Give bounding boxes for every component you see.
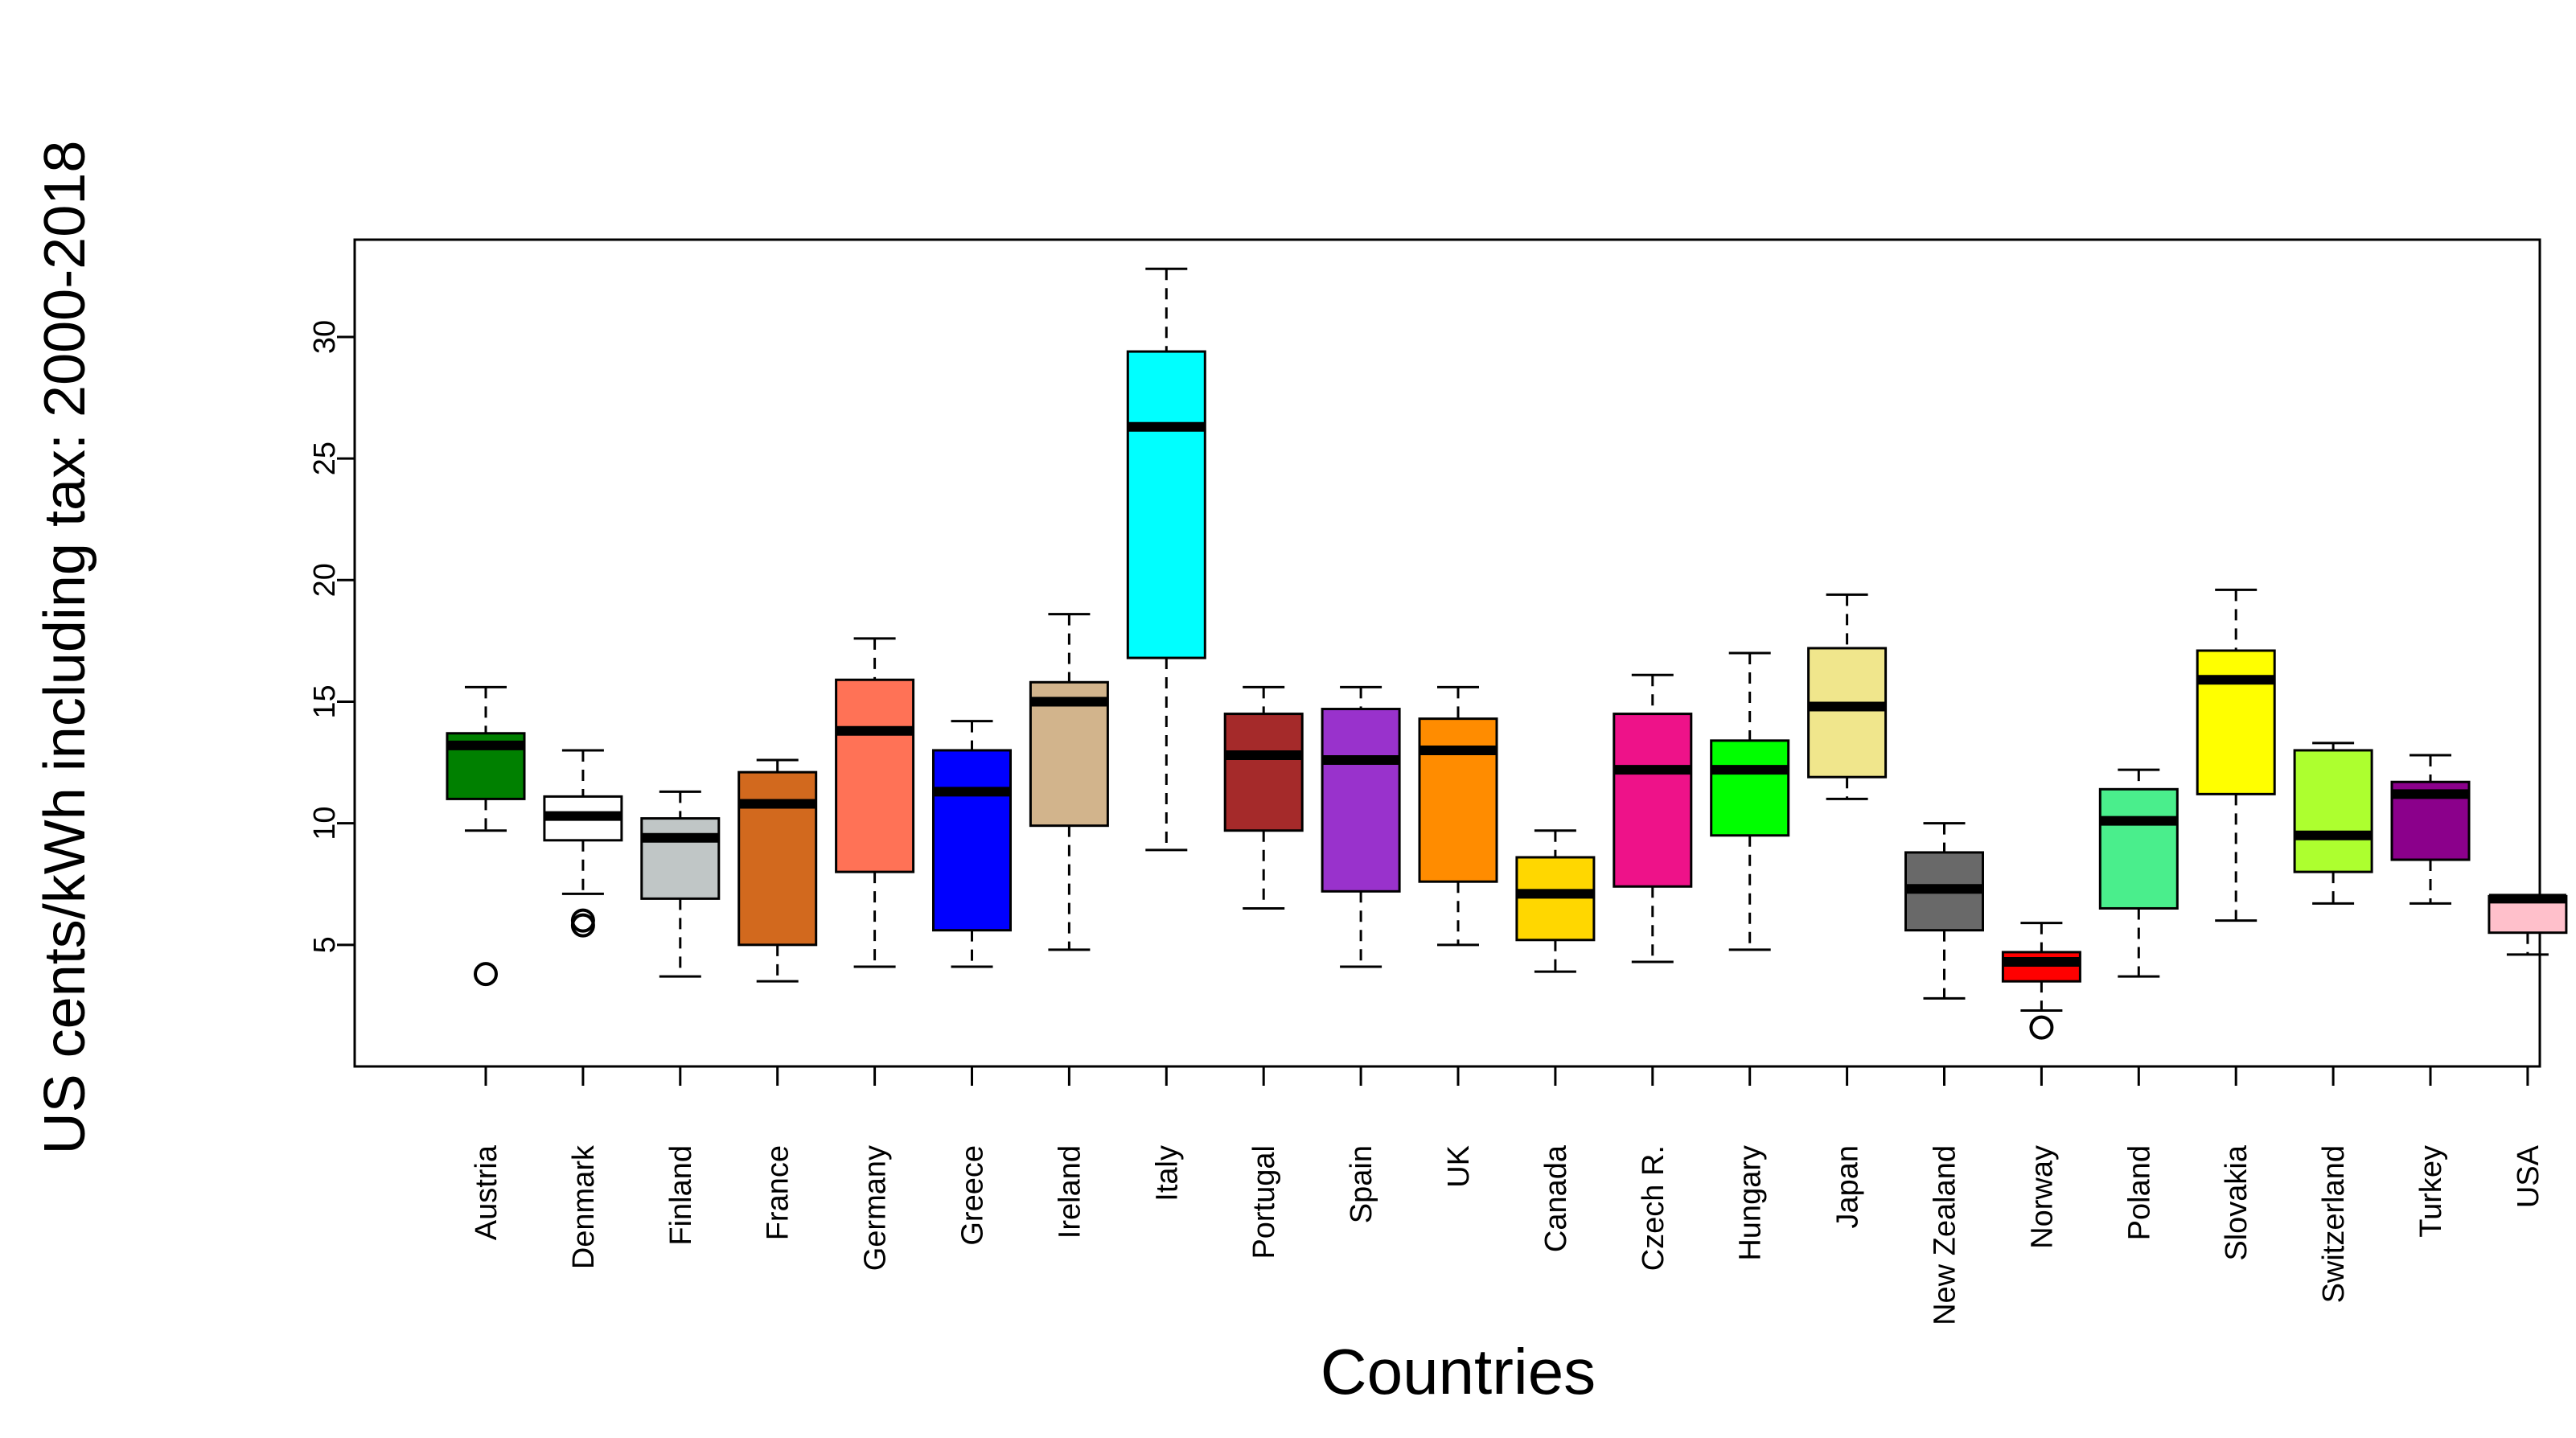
y-tick-label: 20 (308, 563, 342, 597)
category-label: New Zealand (1929, 1145, 1962, 1325)
box-germany (835, 678, 915, 873)
category-label: Greece (956, 1145, 990, 1246)
category-label: Switzerland (2317, 1145, 2351, 1303)
box-italy (1126, 350, 1206, 659)
box-poland (2098, 787, 2179, 910)
box-slovakia (2196, 649, 2276, 795)
y-tick-label: 15 (308, 684, 342, 718)
category-label: Italy (1150, 1145, 1184, 1202)
category-label: USA (2512, 1144, 2545, 1208)
box-finland (640, 817, 721, 900)
category-label: France (762, 1145, 795, 1240)
y-tick-label: 10 (308, 807, 342, 840)
category-label: Finland (664, 1145, 698, 1246)
box-czech-r- (1613, 713, 1693, 888)
category-label: Czech R. (1637, 1145, 1670, 1271)
box-uk (1418, 717, 1498, 883)
category-label: Germany (859, 1145, 893, 1271)
category-label: Japan (1831, 1145, 1865, 1229)
box-norway (2001, 951, 2081, 983)
y-tick-label: 5 (308, 936, 342, 953)
plot-frame (353, 238, 2541, 1068)
box-portugal (1223, 713, 1304, 832)
box-spain (1321, 708, 1401, 893)
outlier-point (474, 962, 498, 987)
category-label: UK (1442, 1145, 1476, 1188)
category-label: Portugal (1247, 1145, 1281, 1259)
category-label: Slovakia (2220, 1144, 2253, 1260)
plot-area: 5 10 15 20 25 30 Austria Denmark Finland France Ge… (308, 238, 2568, 1325)
y-tick-label: 30 (308, 320, 342, 354)
y-tick-label: 25 (308, 442, 342, 475)
category-label: Austria (470, 1144, 503, 1240)
box-japan (1807, 647, 1888, 779)
outlier-point (2029, 1015, 2054, 1040)
category-label: Poland (2122, 1145, 2156, 1240)
x-axis-title: Countries (1321, 1336, 1596, 1407)
category-label: Ireland (1053, 1145, 1087, 1239)
category-label: Norway (2025, 1145, 2059, 1249)
category-label: Hungary (1734, 1145, 1768, 1261)
category-label: Canada (1539, 1144, 1573, 1252)
box-hungary (1710, 739, 1790, 837)
y-axis-title: US cents/kWh including tax: 2000-2018 (33, 141, 97, 1155)
category-label: Spain (1345, 1145, 1378, 1223)
box-canada (1515, 856, 1596, 942)
category-label: Turkey (2414, 1145, 2448, 1238)
outlier-point (570, 908, 595, 933)
box-switzerland (2293, 749, 2373, 873)
box-france (737, 770, 818, 947)
box-greece (932, 749, 1012, 932)
category-label: Denmark (567, 1144, 601, 1269)
